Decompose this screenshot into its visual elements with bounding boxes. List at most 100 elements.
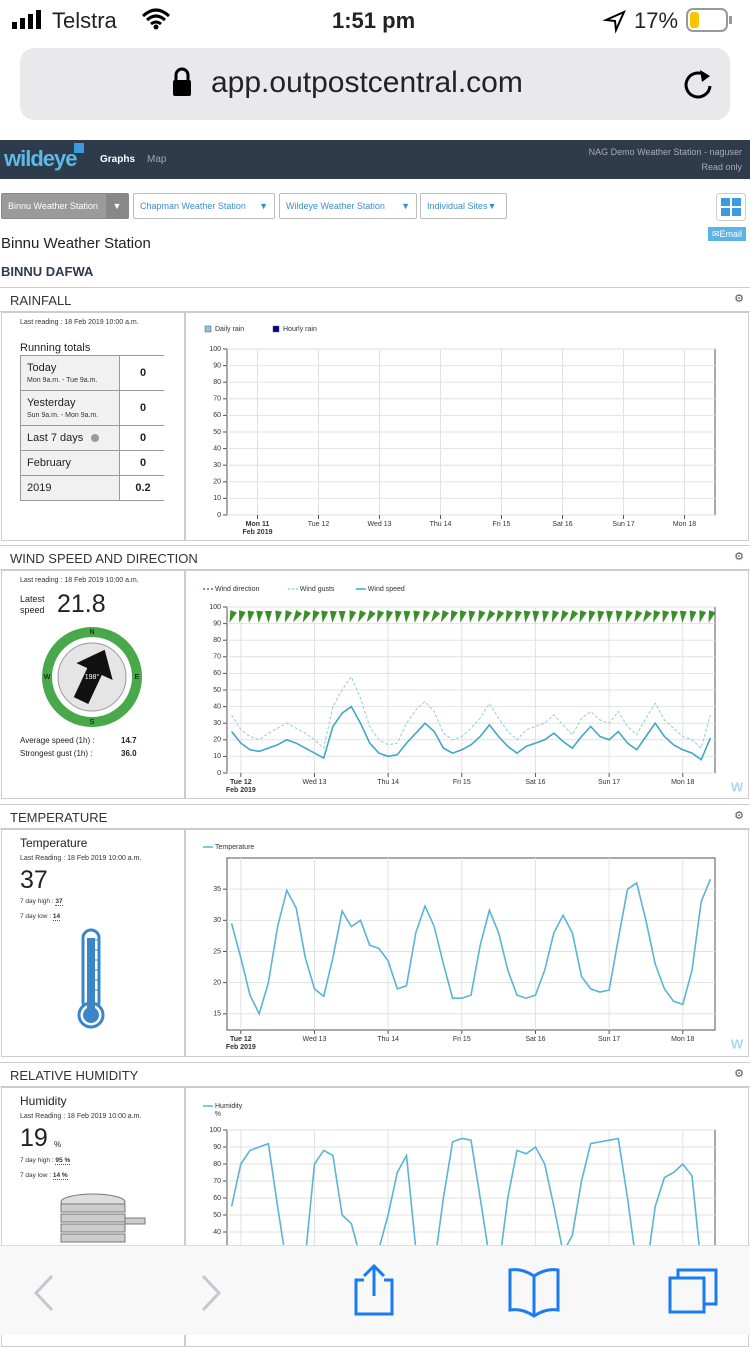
reload-button[interactable]	[680, 66, 716, 102]
y-tick-label: 30	[213, 720, 221, 727]
row-value: 0	[119, 356, 166, 390]
info-icon[interactable]	[91, 434, 99, 442]
row-period: Sun 9a.m. - Mon 9a.m.	[27, 412, 99, 419]
x-tick-label: Sun 17	[612, 521, 634, 528]
direction-arrow	[366, 610, 376, 623]
settings-icon[interactable]: ⚙	[734, 1068, 744, 1080]
panel-header: RAINFALL ⚙	[0, 287, 750, 312]
direction-arrow	[505, 610, 514, 623]
settings-icon[interactable]: ⚙	[734, 810, 744, 822]
site-tab[interactable]: Chapman Weather Station ▼	[133, 193, 275, 219]
heading: Humidity	[20, 1094, 67, 1108]
battery-level: 17%	[634, 8, 679, 33]
direction-arrow	[468, 610, 476, 623]
total-row: 2019 0.2	[20, 475, 166, 501]
direction-arrow	[256, 610, 264, 623]
direction-arrow	[542, 610, 550, 623]
x-tick-label: Wed 13	[302, 1036, 326, 1043]
direction-arrow	[679, 610, 687, 623]
tabs-button[interactable]	[668, 1268, 718, 1314]
x-tick-label: Sat 16	[552, 521, 572, 528]
row-value: 0	[119, 426, 166, 450]
latest-label: Latest speed	[20, 594, 45, 615]
address-bar[interactable]	[20, 48, 730, 120]
direction-arrow	[459, 610, 467, 623]
logo[interactable]: wildeye	[4, 146, 77, 171]
direction-arrow	[450, 610, 458, 623]
x-tick-label: Fri 15	[453, 1036, 471, 1043]
forward-button[interactable]	[201, 1274, 222, 1312]
tab-label: Binnu Weather Station	[8, 201, 98, 211]
legend-label: Wind speed	[368, 586, 405, 593]
url[interactable]: app.outpostcentral.com	[211, 66, 523, 99]
direction-arrow	[671, 610, 679, 623]
nav-map[interactable]: Map	[147, 154, 167, 165]
direction-arrow	[653, 610, 661, 623]
nav-graphs[interactable]: Graphs	[100, 154, 136, 165]
x-tick-label: Wed 13	[302, 779, 326, 786]
row-label: Today	[27, 362, 57, 374]
heading: Temperature	[20, 836, 88, 850]
x-tick-label: Thu 14	[430, 521, 452, 528]
high-value: 95 %	[55, 1157, 71, 1165]
y-tick-label: 90	[213, 1144, 221, 1151]
x-tick-label: Sat 16	[525, 1036, 545, 1043]
direction-arrow	[588, 610, 596, 623]
watermark: W	[731, 1036, 744, 1051]
compass-point: E	[135, 674, 140, 681]
x-sublabel: Feb 2019	[226, 1044, 256, 1051]
y-tick-label: 30	[213, 917, 221, 924]
direction-arrow	[247, 610, 255, 623]
y-tick-label: 90	[213, 620, 221, 627]
direction-arrow	[321, 610, 329, 623]
high-label: 7 day high :	[20, 898, 54, 905]
y-tick-label: 50	[213, 429, 221, 436]
low-value: 14	[52, 913, 61, 921]
y-tick-label: 0	[217, 770, 221, 777]
direction-arrow	[532, 610, 540, 623]
site-tab[interactable]: Individual Sites▼	[420, 193, 507, 219]
legend-swatch	[272, 325, 280, 333]
series-line	[230, 1137, 711, 1277]
compass-point: S	[90, 719, 95, 726]
site-tab-active[interactable]: Binnu Weather Station ▼	[1, 193, 129, 219]
legend-label: Wind gusts	[300, 586, 335, 593]
direction-arrow	[293, 610, 303, 623]
total-row: February 0	[20, 450, 166, 476]
x-tick-label: Sun 17	[598, 779, 620, 786]
x-tick-label: Tue 12	[230, 1036, 252, 1043]
site-tab[interactable]: Wildeye Weather Station ▼	[279, 193, 417, 219]
compass: N E S W 198°	[42, 627, 142, 727]
direction-arrow	[569, 610, 579, 623]
direction-arrow	[403, 610, 411, 623]
back-button[interactable]	[33, 1274, 54, 1312]
direction-arrow	[689, 610, 697, 623]
y-tick-label: 100	[209, 346, 221, 353]
direction-arrow	[579, 610, 587, 623]
direction-arrow	[422, 610, 431, 623]
y-tick-label: 80	[213, 637, 221, 644]
last-reading: Last reading : 18 Feb 2019 10:00 a.m.	[20, 577, 139, 584]
x-tick-label: Fri 15	[493, 521, 511, 528]
email-button[interactable]: ✉Email	[708, 227, 746, 241]
y-tick-label: 60	[213, 412, 221, 419]
settings-icon[interactable]: ⚙	[734, 551, 744, 563]
latest-speed: 21.8	[57, 590, 106, 618]
panel-header: TEMPERATURE ⚙	[0, 804, 750, 829]
direction-arrow	[229, 610, 237, 623]
legend-label: Humidity	[215, 1103, 243, 1110]
current-humidity: 19	[20, 1124, 48, 1152]
settings-icon[interactable]: ⚙	[734, 293, 744, 305]
clock: 1:51 pm	[332, 8, 416, 33]
share-button[interactable]	[354, 1263, 394, 1316]
high-value: 37	[55, 898, 63, 906]
low: 7 day low : 14	[20, 913, 61, 921]
layout-button[interactable]	[716, 193, 746, 221]
direction-arrow	[560, 610, 569, 623]
bookmarks-button[interactable]	[508, 1268, 560, 1318]
site-name: BINNU DAFWA	[1, 264, 94, 279]
strongest-gust: 36.0	[121, 749, 137, 758]
low-label: 7 day low :	[20, 913, 52, 920]
